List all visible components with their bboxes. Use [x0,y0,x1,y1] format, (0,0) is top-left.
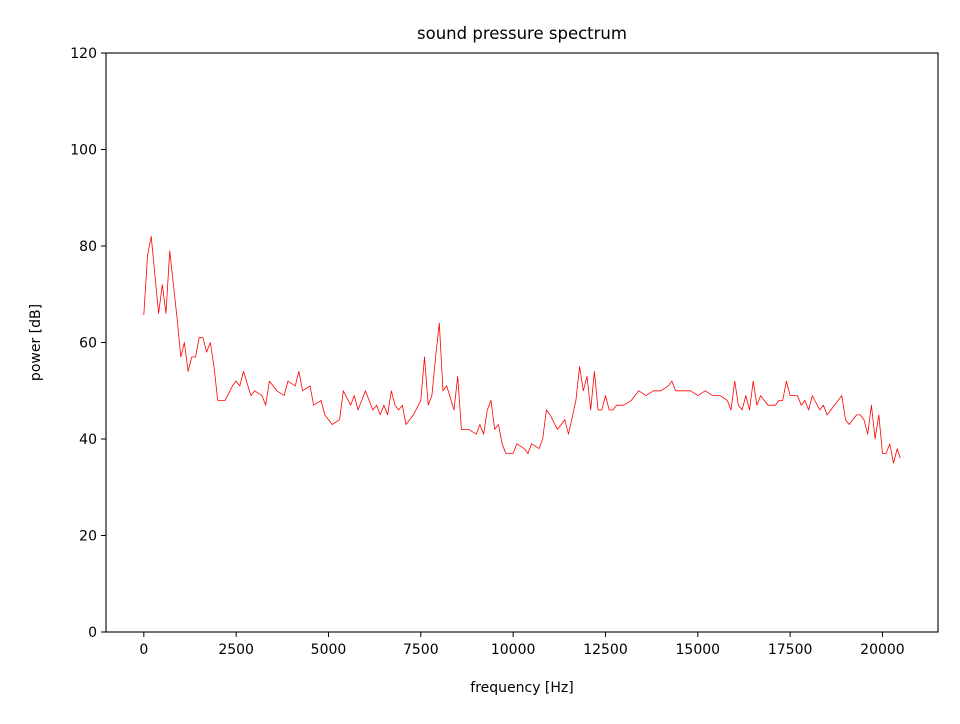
y-tick-label: 80 [79,239,97,255]
x-tick-label: 15000 [676,642,721,658]
x-tick-label: 17500 [768,642,813,658]
x-axis-ticks: 0 2500 5000 7500 10000 12500 15000 17500 20000 [139,632,905,658]
x-tick-label: 7500 [403,642,439,658]
x-tick-label: 20000 [860,642,905,658]
x-tick-label: 2500 [218,642,254,658]
x-tick-label: 0 [139,642,148,658]
x-tick-label: 5000 [311,642,347,658]
y-tick-label: 40 [79,432,97,448]
series-line-group [143,235,901,464]
y-axis-ticks: 0 20 40 60 80 100 120 [70,46,106,641]
x-axis-label: frequency [Hz] [470,680,573,696]
chart-title: sound pressure spectrum [417,24,627,43]
x-tick-label: 10000 [491,642,536,658]
y-axis-label: power [dB] [28,304,44,381]
y-tick-label: 60 [79,336,97,352]
y-tick-label: 20 [79,529,97,545]
y-tick-label: 100 [70,143,97,159]
y-tick-label: 120 [70,46,97,62]
series-line [143,235,901,464]
x-tick-label: 12500 [583,642,628,658]
y-tick-label: 0 [88,625,97,641]
